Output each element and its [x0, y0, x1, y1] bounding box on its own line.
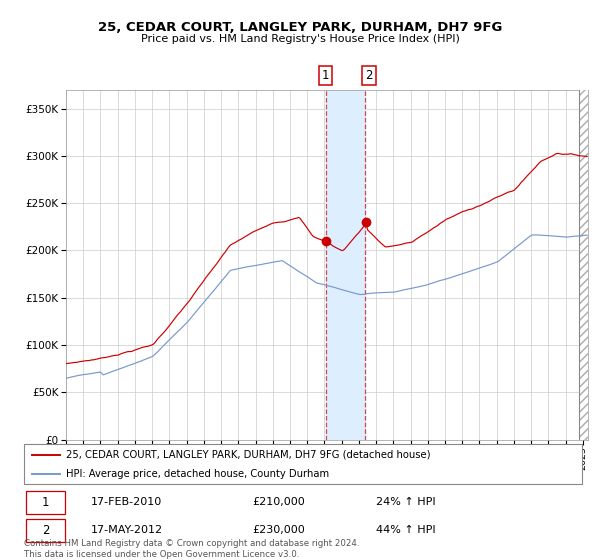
FancyBboxPatch shape: [24, 444, 582, 484]
Text: 17-MAY-2012: 17-MAY-2012: [91, 525, 163, 535]
Text: 1: 1: [322, 69, 329, 82]
Text: Contains HM Land Registry data © Crown copyright and database right 2024.
This d: Contains HM Land Registry data © Crown c…: [24, 539, 359, 559]
Text: 2: 2: [365, 69, 373, 82]
Text: 24% ↑ HPI: 24% ↑ HPI: [376, 497, 435, 507]
Text: HPI: Average price, detached house, County Durham: HPI: Average price, detached house, Coun…: [66, 469, 329, 479]
Bar: [578, 90, 596, 440]
Text: £230,000: £230,000: [253, 525, 305, 535]
Text: 44% ↑ HPI: 44% ↑ HPI: [376, 525, 435, 535]
Text: 2: 2: [42, 524, 50, 537]
Text: 1: 1: [42, 496, 50, 509]
Text: £210,000: £210,000: [253, 497, 305, 507]
Text: Price paid vs. HM Land Registry's House Price Index (HPI): Price paid vs. HM Land Registry's House …: [140, 34, 460, 44]
Text: 25, CEDAR COURT, LANGLEY PARK, DURHAM, DH7 9FG (detached house): 25, CEDAR COURT, LANGLEY PARK, DURHAM, D…: [66, 450, 430, 460]
Text: 17-FEB-2010: 17-FEB-2010: [91, 497, 162, 507]
Bar: [326, 90, 365, 440]
FancyBboxPatch shape: [26, 491, 65, 514]
Text: 25, CEDAR COURT, LANGLEY PARK, DURHAM, DH7 9FG: 25, CEDAR COURT, LANGLEY PARK, DURHAM, D…: [98, 21, 502, 34]
Bar: [578, 90, 596, 440]
FancyBboxPatch shape: [26, 519, 65, 542]
